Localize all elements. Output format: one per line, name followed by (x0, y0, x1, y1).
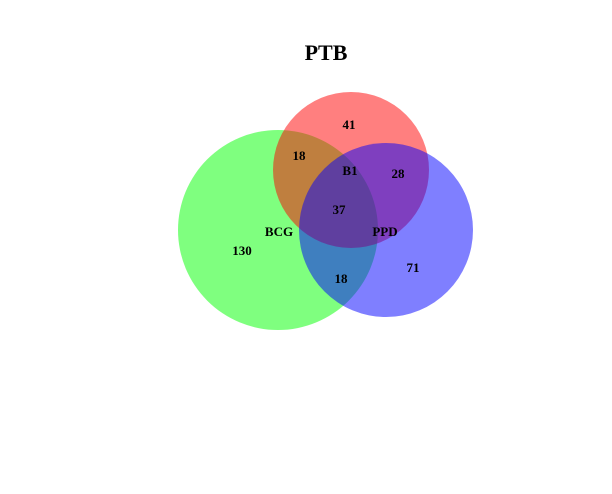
diagram-title: PTB (305, 40, 348, 65)
count-b1-only: 41 (343, 117, 356, 132)
count-b1-ppd: 28 (392, 166, 406, 181)
circle-ppd (299, 143, 473, 317)
set-label-b1: B1 (342, 163, 357, 178)
count-bcg-ppd: 18 (335, 271, 349, 286)
count-b1-bcg: 18 (293, 148, 307, 163)
count-ppd-only: 71 (407, 260, 420, 275)
count-bcg-only: 130 (232, 243, 252, 258)
set-label-ppd: PPD (372, 224, 397, 239)
count-all-three: 37 (333, 202, 347, 217)
set-label-bcg: BCG (265, 224, 293, 239)
